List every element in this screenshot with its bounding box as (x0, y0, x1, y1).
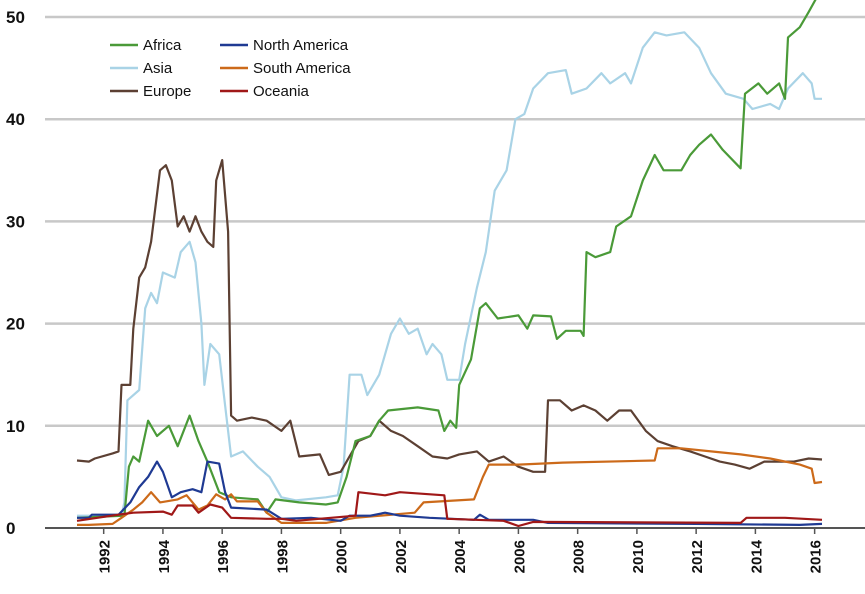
x-tick-label: 2010 (630, 540, 647, 573)
x-tick-label: 1996 (215, 540, 232, 573)
series-line (77, 447, 823, 526)
y-tick-label: 30 (6, 212, 25, 231)
x-tick-label: 2014 (748, 539, 765, 573)
legend-label: Oceania (253, 83, 310, 100)
x-tick-label: 2002 (393, 540, 410, 573)
x-tick-label: 2012 (689, 540, 706, 573)
legend-label: Africa (143, 37, 182, 54)
x-tick-label: 1998 (274, 540, 291, 573)
series-line (76, 159, 823, 476)
y-tick-label: 20 (6, 315, 25, 334)
x-tick-label: 1992 (97, 540, 114, 573)
series-line (77, 460, 823, 526)
y-tick-label: 40 (6, 110, 25, 129)
y-tick-label: 0 (6, 519, 15, 538)
legend-label: South America (253, 60, 351, 77)
x-tick-label: 2000 (334, 540, 351, 573)
x-tick-label: 1994 (156, 539, 173, 573)
series-line (77, 31, 822, 517)
legend-label: Asia (143, 60, 173, 77)
y-tick-label: 50 (6, 8, 25, 27)
series-line (76, 491, 823, 528)
x-tick-label: 2008 (571, 540, 588, 573)
legend-label: North America (253, 37, 349, 54)
y-tick-label: 10 (6, 417, 25, 436)
x-tick-label: 2004 (452, 539, 469, 573)
legend-label: Europe (143, 83, 191, 100)
series-line (76, 0, 817, 519)
x-tick-label: 2006 (511, 540, 528, 573)
x-tick-label: 2016 (808, 540, 825, 573)
